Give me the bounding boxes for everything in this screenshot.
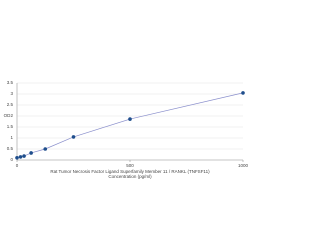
fit-line <box>16 92 244 159</box>
x-tick-label: 0 <box>16 163 19 168</box>
chart: OD Rat Tumor Necrosis Factor Ligand Supe… <box>4 80 249 179</box>
x-axis-label: Rat Tumor Necrosis Factor Ligand Superfa… <box>50 169 210 174</box>
y-tick-label: 2.5 <box>7 102 14 107</box>
data-point <box>128 117 132 121</box>
data-point <box>22 154 26 158</box>
data-point <box>43 147 48 151</box>
x-tick-label: 1000 <box>238 163 249 168</box>
y-tick-label: 3 <box>10 91 13 96</box>
data-point <box>241 91 245 95</box>
x-axis-sublabel: Concentration (pg/ml) <box>108 174 152 179</box>
y-tick-label: 1 <box>10 135 13 140</box>
data-point <box>15 156 19 160</box>
y-axis-label: OD <box>4 113 12 118</box>
y-tick-label: 0 <box>10 157 13 162</box>
y-tick-label: 3.5 <box>7 80 14 85</box>
data-point <box>18 155 23 159</box>
y-tick-label: 2 <box>10 113 13 118</box>
x-tick-label: 500 <box>126 163 134 168</box>
y-tick-label: 0.5 <box>7 146 14 151</box>
data-point <box>71 135 76 139</box>
data-point <box>29 151 33 155</box>
y-tick-label: 1.5 <box>7 124 14 129</box>
